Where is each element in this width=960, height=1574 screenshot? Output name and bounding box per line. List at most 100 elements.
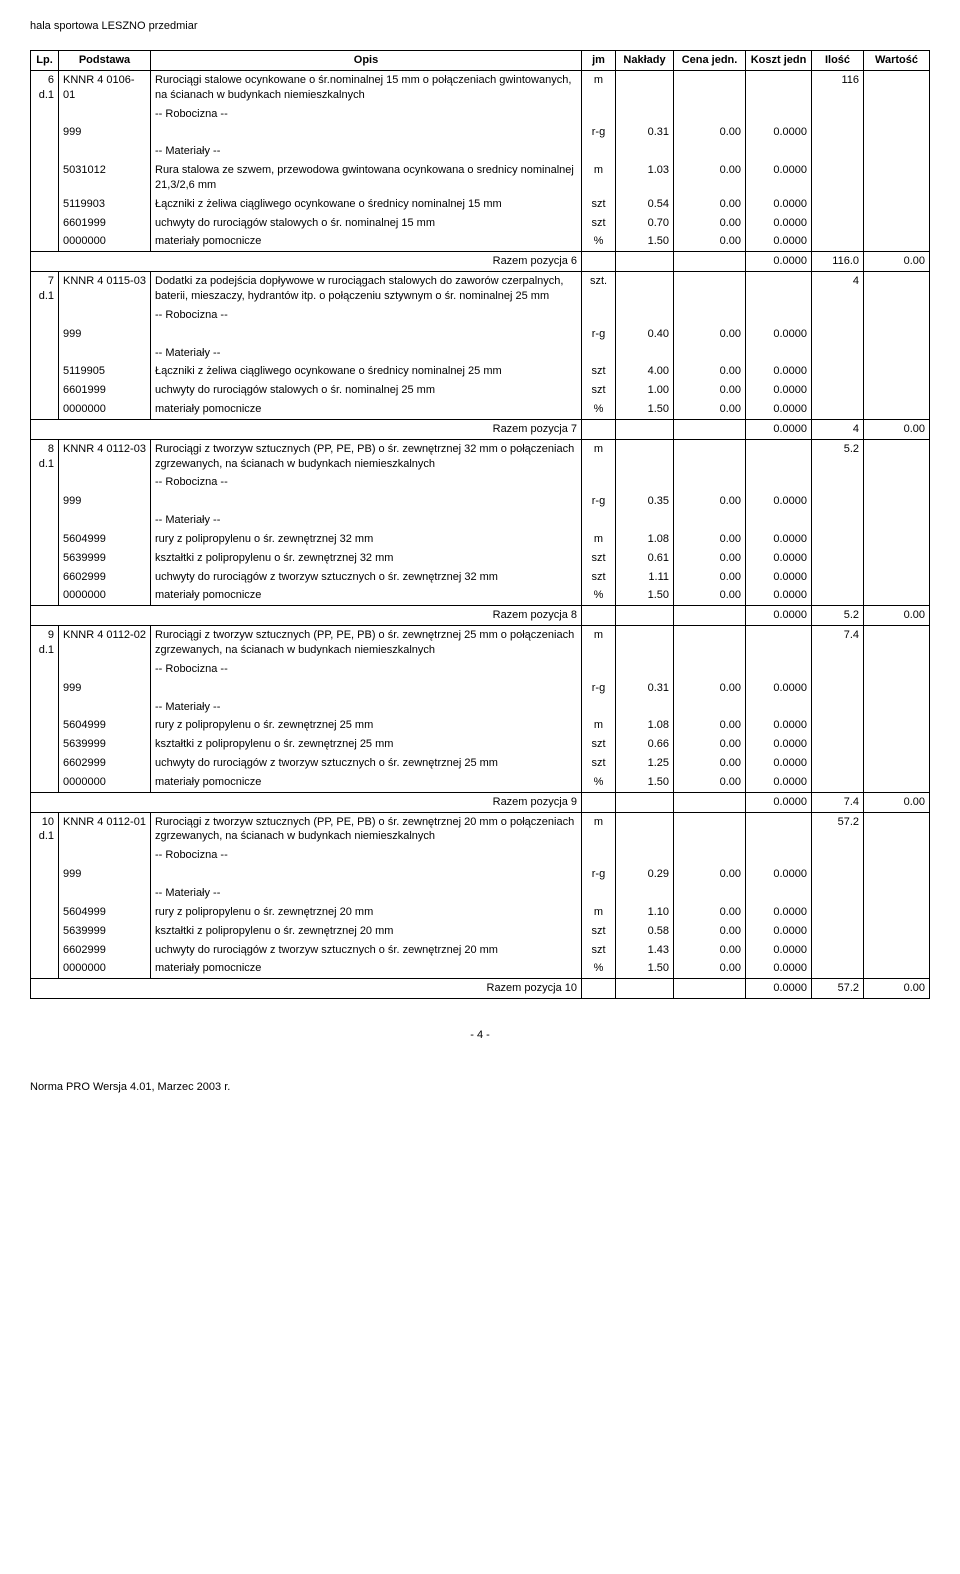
cell-lp [31,922,59,941]
cell-ilosc [812,214,864,233]
cell-cena: 0.00 [674,865,746,884]
cell-naklady: 0.29 [616,865,674,884]
cell-cena: 0.00 [674,530,746,549]
cell-lp [31,698,59,717]
cell-wartosc [864,922,930,941]
cell-cena: 0.00 [674,214,746,233]
cell-wartosc [864,195,930,214]
cell-jm: szt [582,941,616,960]
cell-ilosc [812,660,864,679]
table-row: 10 d.1KNNR 4 0112-01Rurociągi z tworzyw … [31,812,930,846]
cell-koszt: 0.0000 [746,606,812,626]
cell-ilosc [812,325,864,344]
table-row: 5119905Łączniki z żeliwa ciągliwego ocyn… [31,362,930,381]
table-row: 999r-g0.350.000.0000 [31,492,930,511]
cell-wartosc: 0.00 [864,606,930,626]
cell-jm: szt [582,214,616,233]
cell-ilosc: 5.2 [812,606,864,626]
cell-wartosc: 0.00 [864,979,930,999]
cell-koszt: 0.0000 [746,735,812,754]
cell-koszt [746,660,812,679]
cell-naklady [616,272,674,306]
cell-lp [31,306,59,325]
hdr-opis: Opis [151,51,582,71]
hdr-cena: Cena jedn. [674,51,746,71]
cell-wartosc [864,473,930,492]
cell-cena [674,439,746,473]
cell-naklady [616,884,674,903]
cell-cena [674,884,746,903]
cell-podstawa [59,846,151,865]
doc-title: hala sportowa LESZNO przedmiar [30,20,930,32]
cell-ilosc [812,846,864,865]
cell-podstawa: KNNR 4 0106-01 [59,70,151,104]
cell-koszt [746,511,812,530]
cell-ilosc [812,959,864,978]
cell-jm: r-g [582,325,616,344]
table-row: 8 d.1KNNR 4 0112-03Rurociągi z tworzyw s… [31,439,930,473]
cell-wartosc [864,773,930,792]
table-row: -- Robocizna -- [31,306,930,325]
cell-jm [582,606,616,626]
cell-opis: materiały pomocnicze [151,586,582,605]
cell-naklady: 0.31 [616,123,674,142]
cell-lp [31,400,59,419]
cell-jm [582,792,616,812]
cell-jm: % [582,959,616,978]
cell-lp [31,846,59,865]
cell-koszt [746,473,812,492]
cell-jm: szt. [582,272,616,306]
cell-naklady [616,812,674,846]
cell-opis: rury z polipropylenu o śr. zewnętrznej 2… [151,903,582,922]
cell-cena: 0.00 [674,679,746,698]
table-row: 0000000materiały pomocnicze%1.500.000.00… [31,773,930,792]
cell-wartosc [864,941,930,960]
cell-lp [31,232,59,251]
page-number: - 4 - [30,1029,930,1041]
cell-naklady [616,252,674,272]
cell-jm [582,660,616,679]
cell-koszt: 0.0000 [746,362,812,381]
cell-opis: materiały pomocnicze [151,773,582,792]
cell-naklady [616,846,674,865]
cell-lp [31,959,59,978]
cell-opis: -- Materiały -- [151,884,582,903]
table-row: 999r-g0.310.000.0000 [31,123,930,142]
cell-naklady [616,142,674,161]
cell-wartosc [864,884,930,903]
cell-opis: -- Robocizna -- [151,105,582,124]
cell-jm: szt [582,195,616,214]
table-row: 5604999rury z polipropylenu o śr. zewnęt… [31,530,930,549]
cell-razem-label: Razem pozycja 9 [31,792,582,812]
cell-wartosc [864,381,930,400]
cell-opis: materiały pomocnicze [151,232,582,251]
cell-koszt: 0.0000 [746,941,812,960]
cell-koszt [746,306,812,325]
cell-koszt [746,272,812,306]
cell-lp [31,941,59,960]
cell-razem-label: Razem pozycja 8 [31,606,582,626]
table-body: 6 d.1KNNR 4 0106-01Rurociągi stalowe ocy… [31,70,930,998]
cell-podstawa: 999 [59,325,151,344]
cell-koszt: 0.0000 [746,419,812,439]
cell-naklady [616,979,674,999]
cell-koszt: 0.0000 [746,754,812,773]
cell-ilosc: 5.2 [812,439,864,473]
cell-ilosc [812,568,864,587]
cell-opis: rury z polipropylenu o śr. zewnętrznej 3… [151,530,582,549]
cell-jm [582,884,616,903]
cell-lp: 9 d.1 [31,626,59,660]
cell-cena: 0.00 [674,754,746,773]
cell-podstawa: 5639999 [59,922,151,941]
cell-opis: uchwyty do rurociągów stalowych o śr. no… [151,381,582,400]
cell-cena: 0.00 [674,903,746,922]
cell-lp [31,549,59,568]
cell-podstawa: 0000000 [59,773,151,792]
cell-opis: -- Materiały -- [151,511,582,530]
cell-ilosc [812,941,864,960]
cell-opis: Rurociągi stalowe ocynkowane o śr.nomina… [151,70,582,104]
cell-koszt: 0.0000 [746,252,812,272]
cell-podstawa: 6602999 [59,568,151,587]
cell-koszt: 0.0000 [746,773,812,792]
table-row: -- Robocizna -- [31,105,930,124]
